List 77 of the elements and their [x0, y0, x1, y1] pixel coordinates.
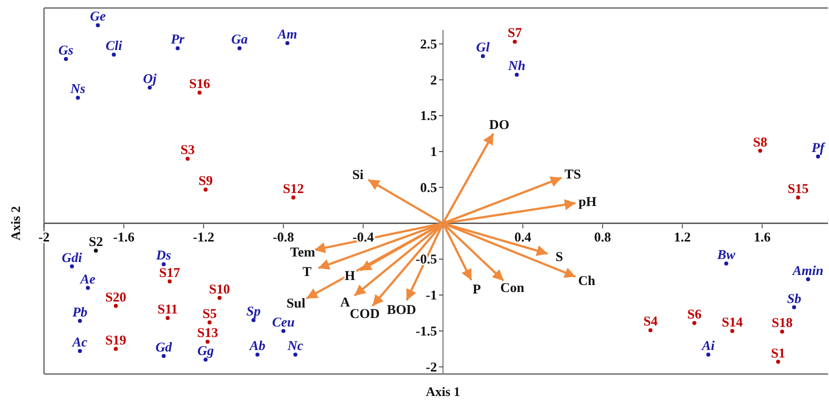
data-label: Sp: [246, 304, 261, 319]
data-label: Amin: [792, 262, 824, 278]
data-label: S19: [105, 332, 127, 348]
series-label: pH: [578, 194, 597, 210]
series-label: S: [555, 249, 563, 264]
data-label: S18: [772, 315, 793, 330]
data-label: S11: [158, 302, 178, 317]
data-label: S16: [189, 76, 210, 92]
series-label: TS: [564, 166, 582, 182]
data-label: Sb: [786, 290, 802, 306]
x-tick-label: 1.6: [754, 229, 771, 244]
series-label: Con: [500, 280, 525, 296]
x-tick-label: -1.2: [192, 229, 215, 244]
x-tick-label: 0.4: [514, 229, 532, 244]
data-label: S14: [722, 314, 743, 330]
data-label: Am: [276, 26, 298, 42]
data-label: Pf: [812, 140, 826, 156]
series-label: P: [472, 282, 481, 297]
data-label: S6: [687, 306, 702, 322]
series-label: COD: [350, 306, 380, 321]
data-label: Ns: [69, 81, 86, 96]
y-tick-label: 1: [430, 144, 438, 160]
y-tick-label: -2: [426, 359, 438, 374]
x-tick-label: -0.8: [272, 229, 294, 244]
series-label: BOD: [386, 302, 416, 317]
series-label: T: [302, 264, 312, 280]
data-label: Ceu: [272, 314, 296, 330]
data-label: S13: [197, 325, 218, 340]
data-label: Gs: [58, 42, 74, 58]
data-label: Cli: [106, 38, 122, 54]
data-label: S2: [88, 234, 104, 250]
series-label: Tem: [290, 244, 316, 260]
data-label: S8: [753, 134, 768, 150]
data-label: Oj: [142, 71, 157, 86]
y-tick-label: 1.5: [420, 108, 438, 124]
data-label: Ge: [90, 8, 106, 24]
y-axis-title: Axis 2: [8, 206, 23, 240]
data-label: Ae: [79, 271, 96, 286]
data-label: Gl: [476, 40, 490, 55]
data-label: Gdi: [62, 250, 82, 265]
data-label: Gg: [197, 343, 214, 358]
data-label: S4: [643, 314, 658, 329]
series-label: A: [340, 294, 350, 310]
data-label: Bw: [716, 246, 736, 262]
data-label: Pb: [72, 304, 88, 320]
data-label: S15: [788, 180, 809, 196]
x-tick-label: -1.6: [113, 229, 135, 244]
data-label: Ga: [231, 32, 248, 47]
data-label: Ab: [248, 338, 266, 354]
data-label: S12: [282, 180, 304, 196]
series-label: Si: [352, 167, 364, 182]
y-tick-label: -1.5: [416, 323, 438, 338]
data-label: S20: [105, 289, 127, 304]
series-label: Sul: [286, 296, 306, 311]
data-label: Pr: [170, 32, 186, 47]
x-tick-label: 0.8: [594, 229, 612, 244]
series-label: DO: [489, 117, 510, 132]
data-label: Nh: [507, 58, 526, 74]
data-label: S3: [180, 142, 196, 158]
data-label: Ac: [71, 334, 88, 350]
data-label: Gd: [155, 340, 172, 355]
data-label: S10: [209, 281, 230, 296]
series-label: Ch: [578, 273, 596, 288]
data-label: Ai: [700, 338, 715, 354]
y-tick-label: 0.5: [420, 180, 438, 195]
data-label: S1: [770, 345, 786, 360]
x-tick-label: 1.2: [674, 229, 692, 244]
data-label: S5: [202, 306, 217, 321]
data-label: S17: [159, 264, 180, 280]
y-tick-label: 2.5: [420, 36, 438, 52]
y-tick-label: -1: [426, 288, 438, 303]
y-tick-label: 2: [430, 72, 438, 88]
x-axis-title: Axis 1: [426, 384, 460, 399]
data-label: Nc: [286, 338, 304, 354]
data-label: S7: [508, 25, 522, 40]
data-label: S9: [198, 173, 213, 188]
data-label: Ds: [155, 248, 172, 263]
